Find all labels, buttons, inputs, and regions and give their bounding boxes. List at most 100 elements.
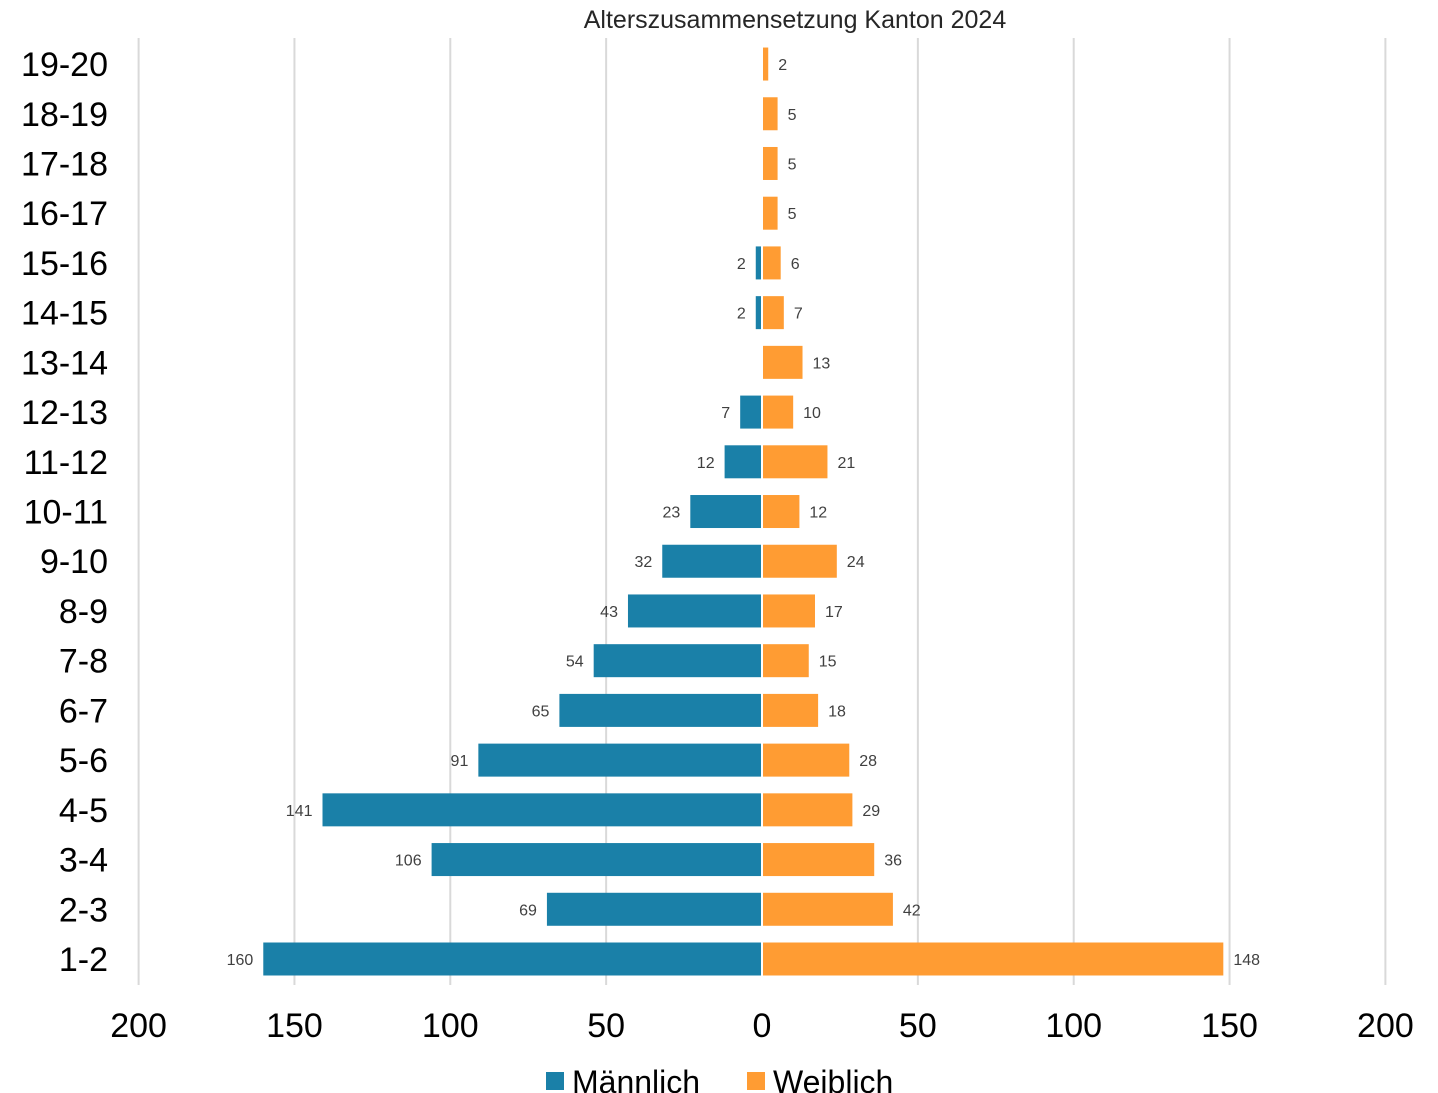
bar-weiblich: [762, 793, 853, 827]
bar-maennlich: [593, 644, 762, 678]
legend-label: Männlich: [572, 1064, 700, 1093]
x-axis-tick-labels: 200 150 100 50 0 50 100 150 200: [110, 1007, 1414, 1045]
data-label-weiblich: 148: [1233, 952, 1260, 969]
bar-maennlich: [431, 843, 762, 877]
data-label-weiblich: 15: [819, 654, 837, 671]
data-label-maennlich: 160: [227, 952, 254, 969]
data-label-maennlich: 43: [600, 604, 618, 621]
data-label-maennlich: 65: [532, 703, 550, 720]
category-label: 5-6: [59, 742, 108, 780]
x-tick-label: 100: [1045, 1007, 1102, 1045]
x-tick-label: 150: [1201, 1007, 1258, 1045]
bar-weiblich: [762, 146, 778, 180]
category-label: 17-18: [21, 145, 108, 183]
legend-swatch: [546, 1072, 564, 1090]
data-label-weiblich: 24: [847, 554, 865, 571]
data-label-weiblich: 29: [862, 803, 880, 820]
category-label: 15-16: [21, 245, 108, 283]
data-label-weiblich: 2: [778, 57, 787, 74]
data-label-weiblich: 17: [825, 604, 843, 621]
bar-maennlich: [755, 296, 762, 330]
bar-weiblich: [762, 843, 875, 877]
data-label-weiblich: 5: [788, 206, 797, 223]
data-label-maennlich: 2: [737, 306, 746, 323]
bar-maennlich: [322, 793, 762, 827]
category-label: 11-12: [24, 444, 108, 482]
category-label: 6-7: [59, 692, 108, 730]
data-label-maennlich: 54: [566, 654, 584, 671]
bar-weiblich: [762, 345, 803, 379]
bar-weiblich: [762, 395, 794, 429]
bar-weiblich: [762, 97, 778, 131]
data-label-weiblich: 42: [903, 902, 921, 919]
category-label: 13-14: [21, 344, 108, 382]
gridlines: [137, 38, 1387, 985]
data-label-weiblich: 13: [813, 355, 831, 372]
category-label: 1-2: [59, 941, 108, 979]
x-tick-label: 50: [899, 1007, 937, 1045]
bar-maennlich: [627, 594, 762, 628]
bar-maennlich: [662, 544, 762, 578]
bar-maennlich: [478, 743, 762, 777]
bar-maennlich: [559, 693, 762, 727]
data-label-weiblich: 28: [859, 753, 877, 770]
category-label: 12-13: [21, 394, 108, 432]
bar-maennlich: [690, 495, 762, 529]
x-tick-label: 50: [587, 1007, 625, 1045]
data-label-weiblich: 6: [791, 256, 800, 273]
x-tick-label: 200: [1357, 1007, 1414, 1045]
category-label: 9-10: [40, 543, 108, 581]
data-label-weiblich: 18: [828, 703, 846, 720]
data-label-maennlich: 2: [737, 256, 746, 273]
category-labels: 1-2 2-3 3-4 4-5 5-6 6-7 7-8 8-9 9-10 10-11 11-12 12…: [21, 46, 108, 979]
bar-weiblich: [762, 892, 893, 926]
bar-weiblich: [762, 743, 850, 777]
data-label-weiblich: 10: [803, 405, 821, 422]
data-label-maennlich: 23: [663, 505, 681, 522]
category-label: 7-8: [59, 643, 108, 681]
bar-weiblich: [762, 693, 819, 727]
data-label-maennlich: 12: [697, 455, 715, 472]
bar-weiblich: [762, 246, 781, 280]
data-label-maennlich: 69: [519, 902, 537, 919]
bar-maennlich: [755, 246, 762, 280]
x-tick-label: 100: [422, 1007, 479, 1045]
data-label-maennlich: 141: [286, 803, 313, 820]
category-label: 2-3: [59, 891, 108, 929]
x-tick-label: 0: [753, 1007, 772, 1045]
bar-weiblich: [762, 445, 828, 479]
data-label-weiblich: 21: [837, 455, 855, 472]
category-label: 3-4: [59, 842, 108, 880]
bar-weiblich: [762, 594, 815, 628]
category-label: 4-5: [59, 792, 108, 830]
data-label-weiblich: 7: [794, 306, 803, 323]
chart-title: Alterszusammensetzung Kanton 2024: [584, 6, 1007, 34]
category-label: 16-17: [21, 195, 108, 233]
category-label: 19-20: [21, 46, 108, 84]
data-label-weiblich: 5: [788, 107, 797, 124]
category-label: 18-19: [21, 96, 108, 134]
bar-weiblich: [762, 495, 800, 529]
x-tick-label: 150: [266, 1007, 323, 1045]
category-label: 14-15: [21, 295, 108, 333]
data-label-weiblich: 36: [884, 853, 902, 870]
data-label-maennlich: 7: [721, 405, 730, 422]
bar-maennlich: [263, 942, 762, 976]
bars: [263, 46, 1224, 985]
legend-swatch: [747, 1072, 765, 1090]
x-tick-label: 200: [110, 1007, 167, 1045]
bar-weiblich: [762, 644, 809, 678]
bar-maennlich: [546, 892, 762, 926]
bar-weiblich: [762, 544, 837, 578]
data-label-maennlich: 91: [451, 753, 469, 770]
bar-weiblich: [762, 296, 784, 330]
data-label-maennlich: 106: [395, 853, 422, 870]
bar-weiblich: [762, 196, 778, 230]
data-label-weiblich: 5: [788, 156, 797, 173]
bar-weiblich: [762, 942, 1224, 976]
category-label: 10-11: [24, 494, 108, 532]
category-label: 8-9: [59, 593, 108, 631]
data-label-maennlich: 32: [634, 554, 652, 571]
